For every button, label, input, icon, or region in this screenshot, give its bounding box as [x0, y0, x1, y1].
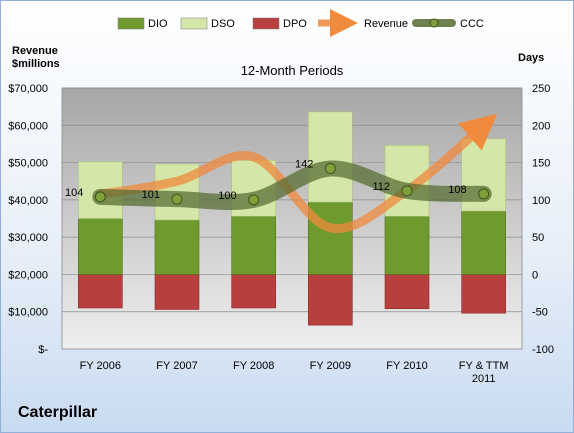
x-axis-tick-label: FY & TTM [459, 360, 509, 372]
right-axis-tick-label: 50 [532, 232, 544, 244]
ccc-point [171, 193, 183, 205]
ccc-point [324, 163, 336, 175]
ccc-data-label: 100 [218, 190, 236, 202]
right-axis-tick-label: 200 [532, 120, 550, 132]
ccc-point [94, 191, 106, 203]
legend-swatch [117, 17, 145, 30]
left-axis-tick-label: $20,000 [8, 269, 48, 281]
left-axis-tick-label: $- [38, 344, 48, 356]
x-axis-tick-label: 2011 [472, 373, 496, 385]
left-axis-title: Revenue $millions [12, 45, 60, 71]
chart-title: 12-Month Periods [241, 63, 344, 78]
legend-marker [429, 18, 439, 28]
dio-bar [78, 218, 123, 275]
company-name: Caterpillar [18, 404, 98, 421]
right-axis-tick-label: 150 [532, 158, 550, 170]
right-axis-tick-label: 100 [532, 195, 550, 207]
left-axis-tick-label: $40,000 [8, 195, 48, 207]
legend-label: DPO [283, 18, 307, 30]
plot-area [61, 87, 523, 350]
x-axis-tick-label: FY 2009 [310, 360, 351, 372]
ccc-data-label: 101 [142, 189, 160, 201]
dpo-bar [384, 274, 430, 310]
dpo-bar [231, 274, 276, 309]
x-axis-tick-label: FY 2008 [233, 360, 274, 372]
ccc-data-label: 112 [372, 181, 390, 193]
dio-bar [154, 219, 200, 275]
right-axis-tick-label: 250 [532, 83, 550, 95]
dio-bar [384, 215, 430, 275]
legend-label: Revenue [364, 18, 408, 30]
ccc-data-label: 108 [448, 184, 466, 196]
dpo-bar [154, 274, 200, 310]
ccc-point [401, 185, 413, 197]
legend-label: DIO [148, 18, 168, 30]
right-axis-tick-label: -100 [532, 344, 554, 356]
right-axis-tick-label: 0 [532, 269, 538, 281]
ccc-data-label: 142 [295, 159, 313, 171]
ccc-point [478, 188, 490, 200]
x-axis-tick-label: FY 2007 [156, 360, 197, 372]
left-axis-tick-label: $70,000 [8, 83, 48, 95]
ccc-point [248, 194, 260, 206]
legend-swatch [252, 17, 280, 30]
dpo-bar [308, 274, 353, 326]
legend-swatch [180, 17, 208, 30]
revenue-line [95, 113, 498, 234]
dio-bar [461, 210, 506, 275]
left-axis-tick-label: $10,000 [8, 307, 48, 319]
left-axis-tick-label: $50,000 [8, 158, 48, 170]
dso-bar [308, 111, 353, 203]
dpo-bar [461, 274, 506, 314]
dio-bar [231, 215, 276, 275]
x-axis-tick-label: FY 2006 [80, 360, 121, 372]
x-axis-tick-label: FY 2010 [386, 360, 427, 372]
legend-label: DSO [211, 18, 235, 30]
left-axis-title-line: $millions [12, 58, 60, 70]
ccc-data-label: 104 [65, 187, 83, 199]
left-axis-tick-label: $30,000 [8, 232, 48, 244]
legend-label: CCC [460, 18, 484, 30]
right-axis-title: Days [518, 52, 545, 64]
left-axis-tick-label: $60,000 [8, 120, 48, 132]
left-axis-title-line: Revenue [12, 45, 58, 57]
right-axis-tick-label: -50 [532, 307, 548, 319]
dpo-bar [78, 274, 123, 309]
